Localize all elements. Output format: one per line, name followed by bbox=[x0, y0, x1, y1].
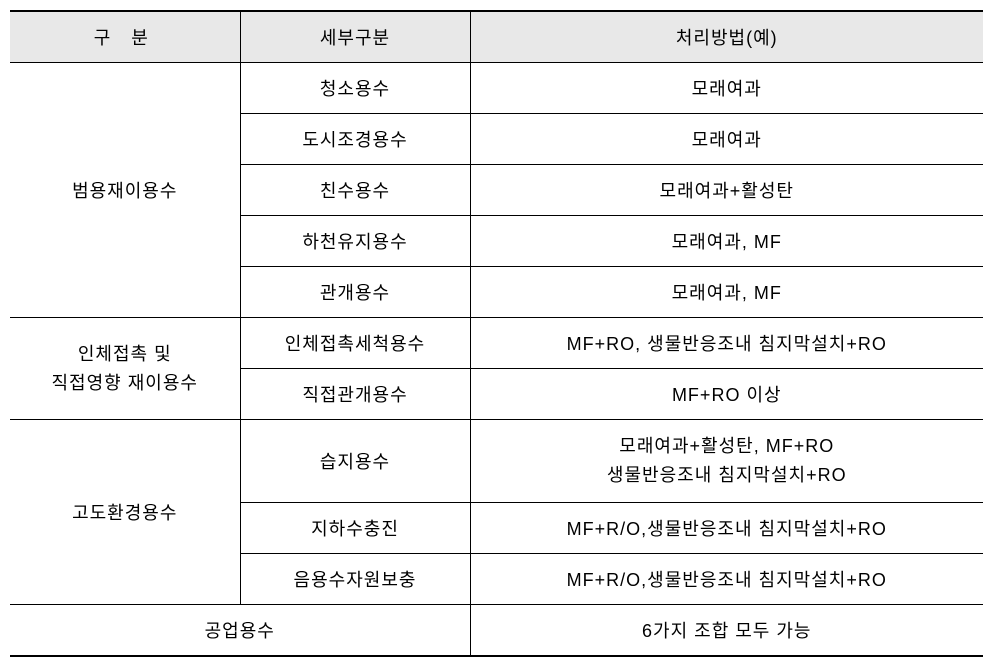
subcategory-cell: 습지용수 bbox=[240, 420, 470, 503]
method-cell: 모래여과, MF bbox=[470, 216, 983, 267]
subcategory-cell: 음용수자원보충 bbox=[240, 553, 470, 604]
table-row: 범용재이용수 청소용수 모래여과 bbox=[10, 63, 983, 114]
footer-category-cell: 공업용수 bbox=[10, 604, 470, 656]
table-header-row: 구 분 세부구분 처리방법(예) bbox=[10, 11, 983, 63]
water-treatment-table: 구 분 세부구분 처리방법(예) 범용재이용수 청소용수 모래여과 도시조경용수… bbox=[10, 10, 983, 657]
category-line1: 인체접촉 및 bbox=[78, 344, 172, 364]
category-cell: 고도환경용수 bbox=[10, 420, 240, 605]
category-line2: 직접영향 재이용수 bbox=[52, 373, 198, 393]
table-row: 고도환경용수 습지용수 모래여과+활성탄, MF+RO 생물반응조내 침지막설치… bbox=[10, 420, 983, 503]
table-footer-row: 공업용수 6가지 조합 모두 가능 bbox=[10, 604, 983, 656]
category-cell: 범용재이용수 bbox=[10, 63, 240, 318]
subcategory-cell: 지하수충진 bbox=[240, 502, 470, 553]
method-line2: 생물반응조내 침지막설치+RO bbox=[607, 465, 847, 485]
footer-method-cell: 6가지 조합 모두 가능 bbox=[470, 604, 983, 656]
method-cell: 모래여과+활성탄, MF+RO 생물반응조내 침지막설치+RO bbox=[470, 420, 983, 503]
subcategory-cell: 직접관개용수 bbox=[240, 369, 470, 420]
method-cell: 모래여과+활성탄 bbox=[470, 165, 983, 216]
header-subcategory: 세부구분 bbox=[240, 11, 470, 63]
subcategory-cell: 하천유지용수 bbox=[240, 216, 470, 267]
method-cell: 모래여과 bbox=[470, 114, 983, 165]
method-cell: MF+RO 이상 bbox=[470, 369, 983, 420]
subcategory-cell: 청소용수 bbox=[240, 63, 470, 114]
header-method: 처리방법(예) bbox=[470, 11, 983, 63]
category-cell: 인체접촉 및 직접영향 재이용수 bbox=[10, 318, 240, 420]
method-line1: 모래여과+활성탄, MF+RO bbox=[619, 436, 834, 456]
subcategory-cell: 도시조경용수 bbox=[240, 114, 470, 165]
method-cell: MF+RO, 생물반응조내 침지막설치+RO bbox=[470, 318, 983, 369]
subcategory-cell: 관개용수 bbox=[240, 267, 470, 318]
method-cell: 모래여과, MF bbox=[470, 267, 983, 318]
method-cell: MF+R/O,생물반응조내 침지막설치+RO bbox=[470, 502, 983, 553]
method-cell: MF+R/O,생물반응조내 침지막설치+RO bbox=[470, 553, 983, 604]
subcategory-cell: 인체접촉세척용수 bbox=[240, 318, 470, 369]
method-cell: 모래여과 bbox=[470, 63, 983, 114]
header-category: 구 분 bbox=[10, 11, 240, 63]
subcategory-cell: 친수용수 bbox=[240, 165, 470, 216]
table-row: 인체접촉 및 직접영향 재이용수 인체접촉세척용수 MF+RO, 생물반응조내 … bbox=[10, 318, 983, 369]
